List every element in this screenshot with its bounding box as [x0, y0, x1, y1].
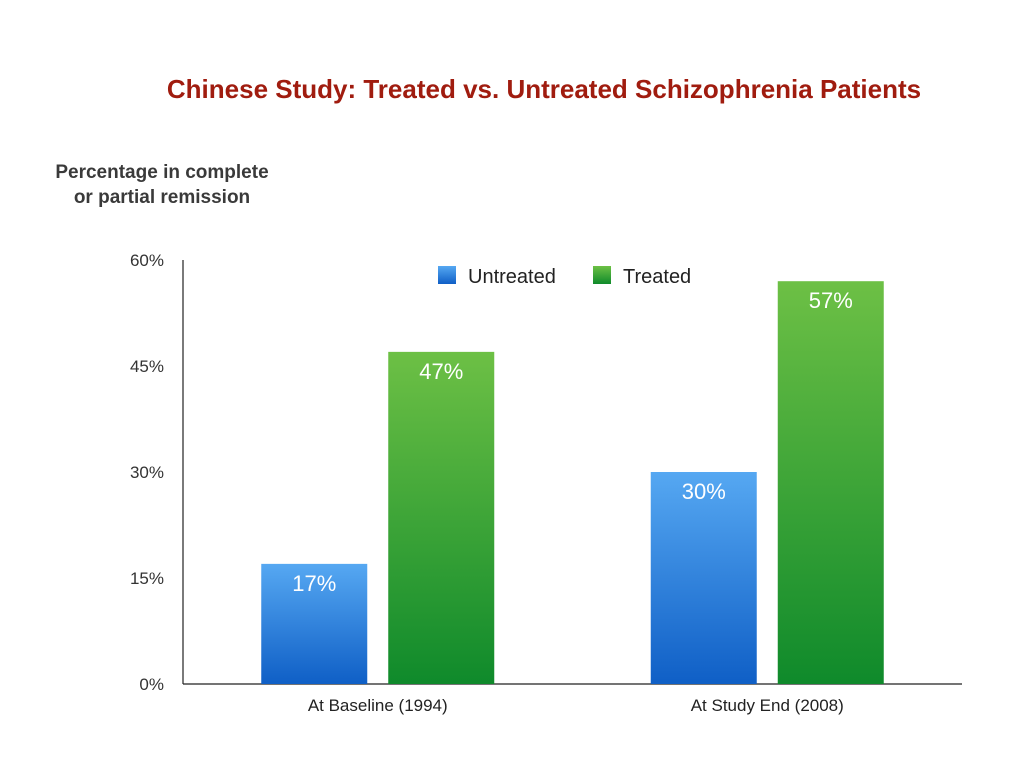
y-axis-label: Percentage in complete or partial remiss… — [34, 160, 290, 210]
legend-label-treated: Treated — [623, 266, 691, 288]
x-tick-label: At Study End (2008) — [691, 696, 844, 715]
plot-area: 0% 15% 30% 45% 60% 17% 47% At Baseline (1994) 30… — [130, 251, 962, 715]
y-tick-label: 30% — [130, 463, 164, 482]
data-label: 47% — [419, 359, 463, 384]
y-tick-label: 60% — [130, 251, 164, 270]
legend-swatch-untreated — [438, 266, 456, 284]
legend-swatch-treated — [593, 266, 611, 284]
chart-title: Chinese Study: Treated vs. Untreated Sch… — [166, 74, 922, 104]
data-label: 30% — [682, 479, 726, 504]
bar-untreated-1 — [261, 563, 368, 684]
legend-label-untreated: Untreated — [468, 266, 556, 288]
y-tick-label: 0% — [139, 675, 164, 694]
data-label: 17% — [292, 571, 336, 596]
y-axis-label-line-2: or partial remission — [73, 187, 251, 208]
bar-treated-1 — [388, 351, 495, 684]
y-axis-label-line-1: Percentage in complete — [55, 162, 269, 183]
x-tick-label: At Baseline (1994) — [308, 696, 448, 715]
data-label: 57% — [809, 288, 853, 313]
bar-untreated-2 — [650, 472, 757, 684]
bar-treated-2 — [777, 281, 884, 684]
y-tick-label: 45% — [130, 357, 164, 376]
y-tick-label: 15% — [130, 569, 164, 588]
